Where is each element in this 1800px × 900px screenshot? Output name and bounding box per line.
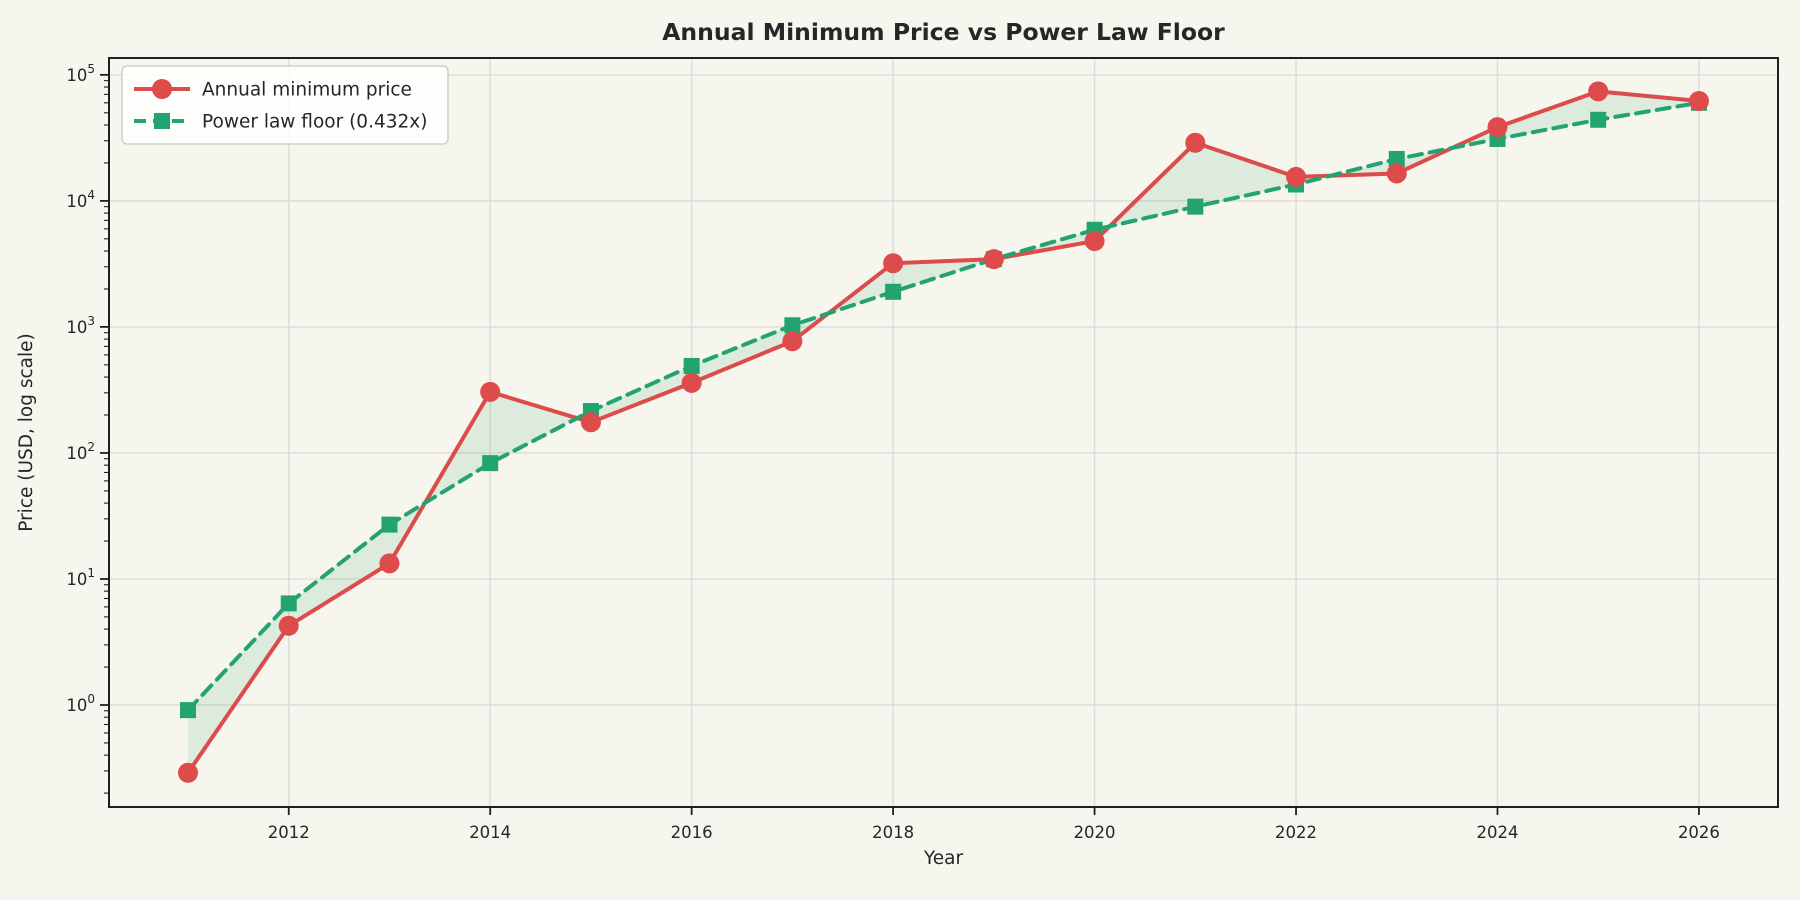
x-tick-label: 2012 <box>268 823 310 842</box>
power-law-floor-marker <box>180 702 196 719</box>
y-tick-label: 104 <box>66 188 95 211</box>
annual-minimum-price-marker <box>1688 91 1709 112</box>
legend-item-annual-minimum-price: Annual minimum price <box>134 79 412 101</box>
annual-minimum-price-marker <box>580 412 601 433</box>
x-tick-label: 2024 <box>1476 823 1518 842</box>
power-law-floor-marker <box>381 516 398 533</box>
plot-area-border <box>108 57 1779 808</box>
annual-minimum-price-marker <box>278 615 299 636</box>
annual-minimum-price-marker <box>379 553 400 574</box>
legend-marker-square <box>154 113 170 129</box>
y-tick-label: 103 <box>66 314 95 337</box>
annual-minimum-price-marker <box>1286 166 1307 187</box>
chart-title: Annual Minimum Price vs Power Law Floor <box>662 18 1225 46</box>
annual-minimum-price-marker <box>883 253 904 274</box>
legend: Annual minimum price Power law floor (0.4… <box>121 65 449 145</box>
annual-minimum-price-marker <box>1084 231 1105 252</box>
power-law-floor-marker <box>885 283 902 300</box>
annual-minimum-price-marker <box>782 331 803 352</box>
annual-minimum-price-marker <box>178 762 198 783</box>
x-tick-label: 2022 <box>1275 823 1317 842</box>
x-tick-label: 2026 <box>1678 823 1720 842</box>
annual-minimum-price-marker <box>1487 117 1508 138</box>
x-tick-label: 2018 <box>872 823 914 842</box>
annual-minimum-price-marker <box>1185 132 1206 153</box>
power-law-floor-marker <box>1590 111 1607 128</box>
legend-marker-circle <box>152 79 172 99</box>
legend-box <box>121 65 449 145</box>
x-tick-label: 2016 <box>671 823 713 842</box>
y-axis-label: Price (USD, log scale) <box>16 333 37 532</box>
x-tick-label: 2020 <box>1074 823 1116 842</box>
y-tick-label: 102 <box>66 440 95 463</box>
annual-minimum-price-marker <box>1386 163 1407 184</box>
power-law-floor-marker <box>683 357 700 374</box>
legend-item-power-law-floor: Power law floor (0.432x) <box>134 112 427 133</box>
power-law-floor-marker <box>280 595 297 612</box>
annual-minimum-price-marker <box>480 381 501 402</box>
y-tick-label: 101 <box>66 566 95 589</box>
power-law-floor-marker <box>784 317 801 334</box>
legend-label: Annual minimum price <box>202 80 412 101</box>
y-tick-label: 105 <box>66 62 95 85</box>
annual-minimum-price-line <box>186 89 1701 775</box>
power-law-floor-marker <box>1388 150 1405 167</box>
fill-between-region <box>188 91 1699 773</box>
power-law-floor-marker <box>1187 198 1204 215</box>
y-tick-label: 100 <box>66 692 95 715</box>
x-tick-label: 2014 <box>469 823 511 842</box>
power-law-floor-marker <box>482 455 499 472</box>
annual-minimum-price-marker <box>1588 81 1609 102</box>
legend-label: Power law floor (0.432x) <box>202 112 427 133</box>
power-law-floor-line <box>186 100 1701 713</box>
x-axis-label: Year <box>923 848 964 869</box>
annual-minimum-price-marker <box>681 372 702 393</box>
annual-minimum-price-marker <box>983 249 1004 270</box>
